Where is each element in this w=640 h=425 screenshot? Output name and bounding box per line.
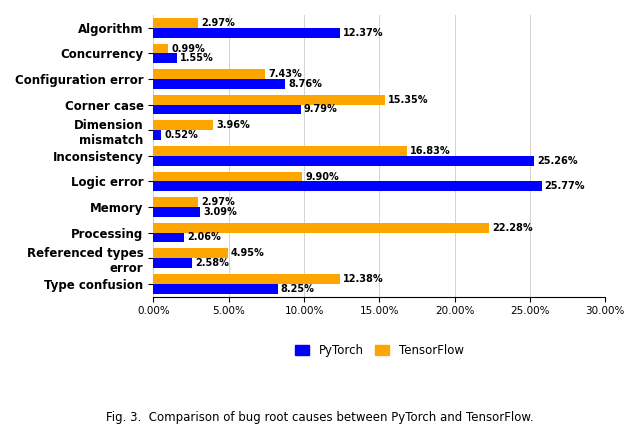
Text: 2.97%: 2.97% <box>201 197 235 207</box>
Legend: PyTorch, TensorFlow: PyTorch, TensorFlow <box>290 339 468 362</box>
Text: 0.99%: 0.99% <box>172 43 205 54</box>
Bar <box>154 146 407 156</box>
Bar <box>154 105 301 114</box>
Text: 7.43%: 7.43% <box>268 69 302 79</box>
Text: 9.79%: 9.79% <box>304 105 338 114</box>
Bar <box>154 274 340 284</box>
Bar <box>154 95 385 105</box>
Bar <box>154 69 266 79</box>
Text: 3.09%: 3.09% <box>203 207 237 217</box>
Bar <box>154 223 489 232</box>
Text: 8.76%: 8.76% <box>289 79 322 89</box>
Bar <box>154 120 213 130</box>
Text: 2.58%: 2.58% <box>195 258 229 268</box>
Bar <box>154 44 168 54</box>
Bar <box>154 197 198 207</box>
Text: 3.96%: 3.96% <box>216 120 250 130</box>
Text: 12.37%: 12.37% <box>343 28 383 38</box>
Text: 2.06%: 2.06% <box>188 232 221 243</box>
Text: 0.52%: 0.52% <box>164 130 198 140</box>
Text: 16.83%: 16.83% <box>410 146 451 156</box>
Text: 15.35%: 15.35% <box>388 95 428 105</box>
Bar <box>154 258 192 268</box>
Bar <box>154 249 228 258</box>
Text: 25.26%: 25.26% <box>537 156 577 166</box>
Bar <box>154 172 303 181</box>
Text: 22.28%: 22.28% <box>492 223 532 233</box>
Bar <box>154 79 285 89</box>
Bar <box>154 54 177 63</box>
Bar <box>154 232 184 242</box>
Text: 1.55%: 1.55% <box>180 53 214 63</box>
Text: 12.38%: 12.38% <box>343 274 383 284</box>
Text: 4.95%: 4.95% <box>231 248 265 258</box>
Bar <box>154 207 200 217</box>
Text: 8.25%: 8.25% <box>281 283 314 294</box>
Text: 2.97%: 2.97% <box>201 18 235 28</box>
Text: 25.77%: 25.77% <box>545 181 585 191</box>
Bar <box>154 284 278 294</box>
Bar <box>154 156 534 165</box>
Bar <box>154 130 161 140</box>
Bar <box>154 28 340 37</box>
Text: Fig. 3.  Comparison of bug root causes between PyTorch and TensorFlow.: Fig. 3. Comparison of bug root causes be… <box>106 411 534 424</box>
Text: 9.90%: 9.90% <box>305 172 339 181</box>
Bar <box>154 18 198 28</box>
Bar <box>154 181 541 191</box>
